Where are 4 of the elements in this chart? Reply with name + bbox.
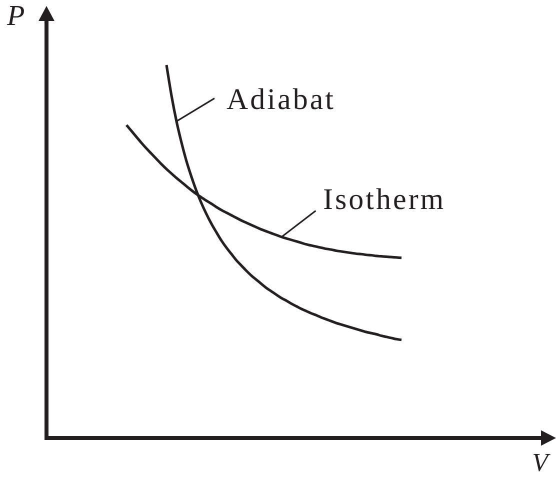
x-axis-title: V	[532, 448, 552, 477]
legend-label: Adiabat	[226, 82, 336, 116]
y-axis-title: P	[6, 0, 25, 32]
series-label: Isotherm	[323, 182, 446, 216]
